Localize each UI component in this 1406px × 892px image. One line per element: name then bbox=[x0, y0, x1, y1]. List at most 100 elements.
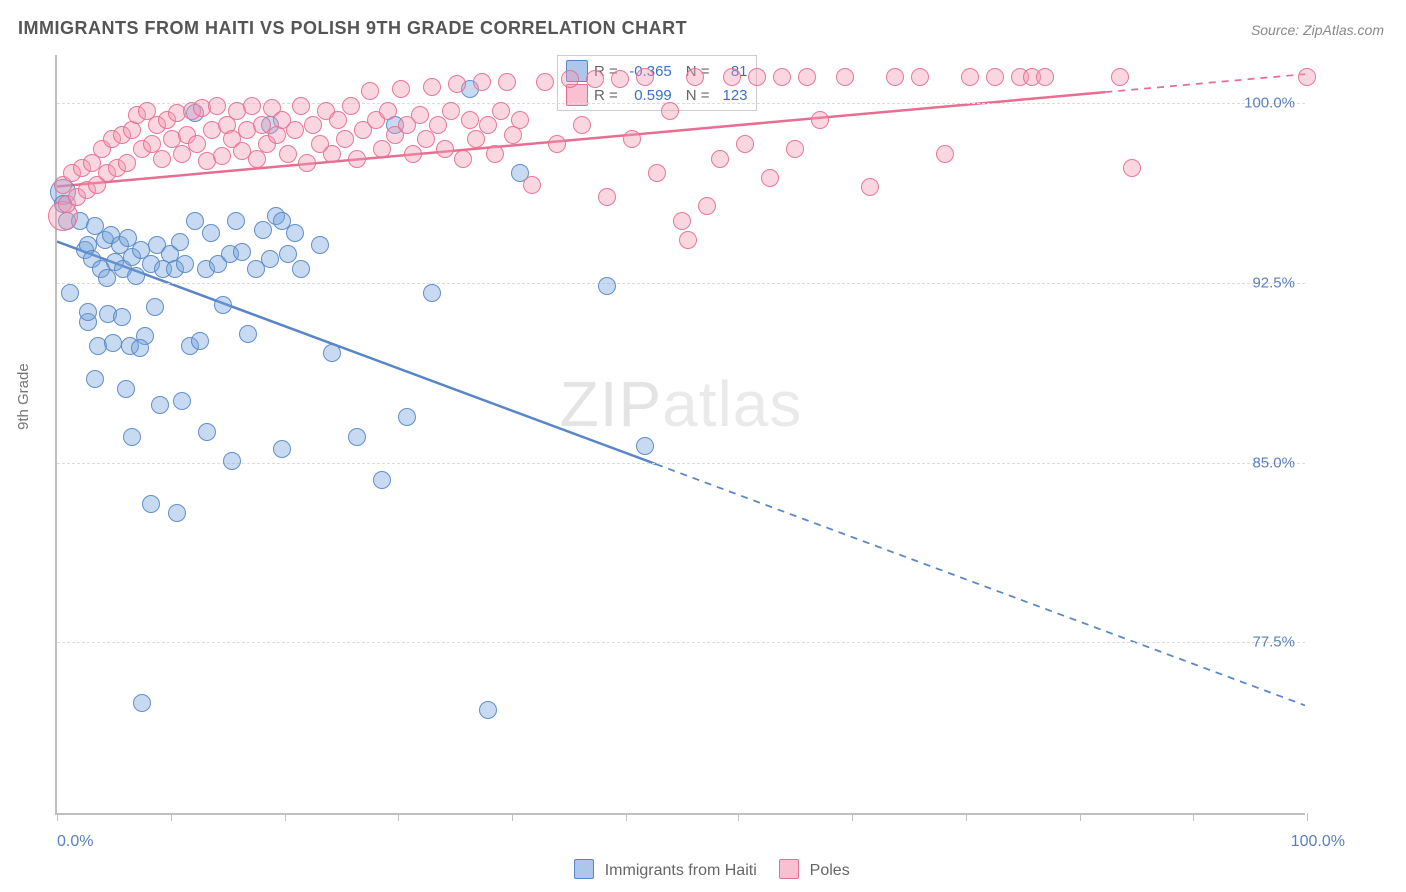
scatter-point-poles bbox=[298, 154, 316, 172]
scatter-point-poles bbox=[798, 68, 816, 86]
scatter-point-poles bbox=[411, 106, 429, 124]
stat-N-poles: 123 bbox=[716, 87, 748, 104]
scatter-point-poles bbox=[1298, 68, 1316, 86]
scatter-point-poles bbox=[586, 70, 604, 88]
scatter-point-poles bbox=[573, 116, 591, 134]
scatter-point-poles bbox=[1111, 68, 1129, 86]
scatter-point-haiti bbox=[233, 243, 251, 261]
scatter-point-poles bbox=[636, 68, 654, 86]
x-tick-mark bbox=[738, 813, 739, 821]
x-tick-mark bbox=[852, 813, 853, 821]
scatter-point-poles bbox=[911, 68, 929, 86]
scatter-point-poles bbox=[986, 68, 1004, 86]
trend-lines-svg bbox=[57, 55, 1305, 813]
scatter-point-poles bbox=[811, 111, 829, 129]
scatter-point-haiti bbox=[86, 370, 104, 388]
scatter-point-poles bbox=[286, 121, 304, 139]
x-tick-mark bbox=[1080, 813, 1081, 821]
scatter-point-haiti bbox=[292, 260, 310, 278]
scatter-point-poles bbox=[498, 73, 516, 91]
scatter-point-poles bbox=[461, 111, 479, 129]
y-tick-label: 92.5% bbox=[1252, 274, 1295, 291]
scatter-point-poles bbox=[598, 188, 616, 206]
scatter-point-poles bbox=[479, 116, 497, 134]
scatter-point-haiti bbox=[176, 255, 194, 273]
y-tick-label: 85.0% bbox=[1252, 454, 1295, 471]
scatter-point-poles bbox=[329, 111, 347, 129]
chart-container: IMMIGRANTS FROM HAITI VS POLISH 9TH GRAD… bbox=[0, 0, 1406, 892]
scatter-point-poles bbox=[623, 130, 641, 148]
scatter-point-haiti bbox=[254, 221, 272, 239]
scatter-point-haiti bbox=[61, 284, 79, 302]
scatter-point-poles bbox=[698, 197, 716, 215]
scatter-point-poles bbox=[188, 135, 206, 153]
scatter-point-poles bbox=[736, 135, 754, 153]
scatter-point-poles bbox=[611, 70, 629, 88]
scatter-point-poles bbox=[153, 150, 171, 168]
scatter-point-haiti bbox=[311, 236, 329, 254]
x-tick-mark bbox=[626, 813, 627, 821]
watermark-bold: ZIP bbox=[560, 368, 663, 440]
scatter-point-poles bbox=[436, 140, 454, 158]
scatter-point-haiti bbox=[113, 308, 131, 326]
scatter-point-haiti bbox=[146, 298, 164, 316]
scatter-point-haiti bbox=[168, 504, 186, 522]
scatter-point-poles bbox=[392, 80, 410, 98]
scatter-point-poles bbox=[292, 97, 310, 115]
x-axis-label-left: 0.0% bbox=[57, 833, 93, 851]
scatter-point-poles bbox=[213, 147, 231, 165]
scatter-point-haiti bbox=[127, 267, 145, 285]
scatter-point-poles bbox=[348, 150, 366, 168]
scatter-point-haiti bbox=[323, 344, 341, 362]
scatter-point-poles bbox=[523, 176, 541, 194]
x-axis-label-right: 100.0% bbox=[1291, 833, 1345, 851]
scatter-point-poles bbox=[1036, 68, 1054, 86]
scatter-point-poles bbox=[492, 102, 510, 120]
scatter-point-poles bbox=[548, 135, 566, 153]
scatter-point-poles bbox=[1123, 159, 1141, 177]
scatter-point-haiti bbox=[239, 325, 257, 343]
scatter-point-poles bbox=[208, 97, 226, 115]
x-tick-mark bbox=[1193, 813, 1194, 821]
plot-area: ZIPatlas R = -0.365 N = 81 R = 0.599 N =… bbox=[55, 55, 1305, 815]
scatter-point-poles bbox=[961, 68, 979, 86]
scatter-point-haiti bbox=[133, 694, 151, 712]
scatter-point-poles bbox=[661, 102, 679, 120]
stat-R-poles: 0.599 bbox=[624, 87, 672, 104]
scatter-point-poles bbox=[379, 102, 397, 120]
scatter-point-poles bbox=[673, 212, 691, 230]
source-label: Source: ZipAtlas.com bbox=[1251, 22, 1384, 38]
gridline bbox=[57, 283, 1305, 284]
scatter-point-haiti bbox=[131, 339, 149, 357]
scatter-point-haiti bbox=[373, 471, 391, 489]
scatter-point-poles bbox=[361, 82, 379, 100]
scatter-point-haiti bbox=[191, 332, 209, 350]
scatter-point-poles bbox=[467, 130, 485, 148]
scatter-point-poles bbox=[243, 97, 261, 115]
scatter-point-haiti bbox=[348, 428, 366, 446]
scatter-point-haiti bbox=[273, 440, 291, 458]
x-tick-mark bbox=[57, 813, 58, 821]
scatter-point-poles bbox=[686, 68, 704, 86]
scatter-point-haiti bbox=[79, 303, 97, 321]
scatter-point-poles bbox=[279, 145, 297, 163]
scatter-point-poles bbox=[511, 111, 529, 129]
scatter-point-poles bbox=[404, 145, 422, 163]
legend-swatch-pink-icon bbox=[779, 859, 799, 879]
scatter-point-poles bbox=[336, 130, 354, 148]
scatter-point-haiti bbox=[479, 701, 497, 719]
scatter-point-poles bbox=[429, 116, 447, 134]
gridline bbox=[57, 642, 1305, 643]
scatter-point-haiti bbox=[104, 334, 122, 352]
scatter-point-haiti bbox=[173, 392, 191, 410]
scatter-point-poles bbox=[723, 68, 741, 86]
scatter-point-haiti bbox=[123, 428, 141, 446]
scatter-point-poles bbox=[373, 140, 391, 158]
scatter-point-poles bbox=[748, 68, 766, 86]
x-tick-mark bbox=[966, 813, 967, 821]
scatter-point-poles bbox=[936, 145, 954, 163]
scatter-point-haiti bbox=[398, 408, 416, 426]
scatter-point-haiti bbox=[227, 212, 245, 230]
x-tick-mark bbox=[398, 813, 399, 821]
x-tick-mark bbox=[512, 813, 513, 821]
